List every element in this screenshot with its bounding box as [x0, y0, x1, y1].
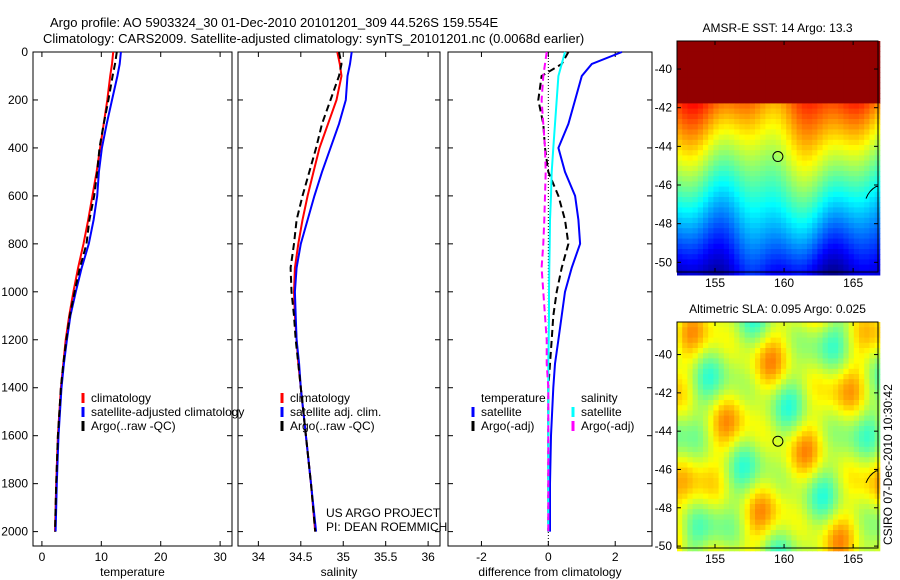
- y-tick-label: 1400: [1, 381, 28, 395]
- series-line-temperature-satellite: [549, 51, 623, 532]
- x-tick-label: 30: [213, 550, 227, 564]
- legend-label: satellite-adjusted climatology: [91, 405, 244, 419]
- x-tick-label: 36: [421, 550, 435, 564]
- y-tick-label: -50: [655, 255, 673, 269]
- figure-title-line2: Climatology: CARS2009. Satellite-adjuste…: [43, 31, 584, 46]
- figure-title-line1: Argo profile: AO 5903324_30 01-Dec-2010 …: [50, 15, 498, 30]
- x-tick-label: 155: [705, 552, 725, 566]
- x-tick-label: 160: [774, 276, 794, 290]
- legend-label: Argo(..raw -QC): [290, 419, 375, 433]
- plot-frame: [32, 51, 233, 547]
- x-tick-label: -2: [476, 550, 487, 564]
- map-field: [677, 41, 881, 276]
- sla-map: Altimetric SLA: 0.095 Argo: 0.025 155 160 1…: [655, 302, 881, 566]
- salinity-panel: 34 34.5 35 35.5 36 salinity climatologysatelli…: [237, 51, 441, 579]
- y-tick-label: 600: [8, 189, 28, 203]
- legend-label: climatology: [91, 391, 151, 405]
- y-tick-label: -42: [655, 101, 673, 115]
- y-tick-label: -44: [655, 424, 673, 438]
- series-line-satellite-adjusted-climatology: [54, 51, 122, 532]
- x-tick-label: 34.5: [289, 550, 313, 564]
- x-axis-label: difference from climatology: [478, 565, 621, 579]
- x-tick-label: 0: [545, 550, 552, 564]
- coastline: [865, 470, 878, 484]
- map-title: AMSR-E SST: 14 Argo: 13.3: [702, 21, 852, 35]
- y-tick-label: 1000: [1, 285, 28, 299]
- y-tick-label: -40: [655, 62, 673, 76]
- y-tick-label: 0: [21, 45, 28, 59]
- y-tick-label: -44: [655, 139, 673, 153]
- x-tick-label: 160: [774, 552, 794, 566]
- y-tick-label: -48: [655, 501, 673, 515]
- y-tick-label: 2000: [1, 525, 28, 539]
- legend-label: satellite: [481, 405, 522, 419]
- legend-label: satellite adj. clim.: [290, 405, 381, 419]
- temperature-panel: 0 10 20 30 0 200 400 600 800 1000 1200 1400 1600 1800…: [1, 45, 244, 579]
- legend-label: climatology: [290, 391, 350, 405]
- side-timestamp: CSIRO 07-Dec-2010 10:30:42: [881, 384, 895, 545]
- x-tick-label: 10: [95, 550, 109, 564]
- legend-label: Argo(-adj): [481, 419, 534, 433]
- x-tick-label: 34: [252, 550, 266, 564]
- credit-line1: US ARGO PROJECT: [326, 506, 441, 520]
- series-line-satellite-adj-clim-: [293, 51, 353, 532]
- y-tick-label: -46: [655, 178, 673, 192]
- x-tick-label: 35.5: [374, 550, 398, 564]
- x-tick-label: 20: [154, 550, 168, 564]
- legend-label: Argo(-adj): [581, 419, 634, 433]
- plot-frame: [447, 51, 653, 547]
- series-line-salinity-argo-adj-: [540, 51, 550, 532]
- argo-position-marker: [772, 151, 784, 163]
- series-line-argo-raw-qc-: [54, 51, 118, 532]
- x-axis-label: temperature: [100, 565, 165, 579]
- coastline: [865, 186, 878, 199]
- series-line-climatology: [292, 51, 343, 532]
- x-tick-label: 155: [705, 276, 725, 290]
- y-tick-label: -40: [655, 348, 673, 362]
- series-line-argo-raw-qc-: [289, 51, 343, 532]
- map-title: Altimetric SLA: 0.095 Argo: 0.025: [689, 302, 866, 316]
- x-tick-label: 2: [612, 550, 619, 564]
- legend-header: temperature: [481, 391, 546, 405]
- y-tick-label: -48: [655, 217, 673, 231]
- y-tick-label: 1600: [1, 429, 28, 443]
- y-tick-label: -50: [655, 539, 673, 553]
- y-tick-label: 200: [8, 93, 28, 107]
- x-axis-label: salinity: [321, 565, 358, 579]
- sst-map: AMSR-E SST: 14 Argo: 13.3 155 160 165 -40 -42…: [655, 21, 881, 290]
- x-tick-label: 35: [337, 550, 351, 564]
- credit-line2: PI: DEAN ROEMMICH: [326, 520, 447, 534]
- y-tick-label: -42: [655, 386, 673, 400]
- legend-label: Argo(..raw -QC): [91, 419, 176, 433]
- y-tick-label: 1200: [1, 333, 28, 347]
- x-tick-label: 0: [39, 550, 46, 564]
- y-tick-label: 1800: [1, 477, 28, 491]
- map-frame: [676, 321, 879, 549]
- x-tick-label: 165: [843, 552, 863, 566]
- legend-header: salinity: [581, 391, 618, 405]
- y-tick-label: 800: [8, 237, 28, 251]
- legend-label: satellite: [581, 405, 622, 419]
- map-frame: [676, 40, 879, 273]
- x-tick-label: 165: [843, 276, 863, 290]
- y-tick-label: 400: [8, 141, 28, 155]
- y-tick-label: -46: [655, 462, 673, 476]
- argo-position-marker: [772, 435, 784, 447]
